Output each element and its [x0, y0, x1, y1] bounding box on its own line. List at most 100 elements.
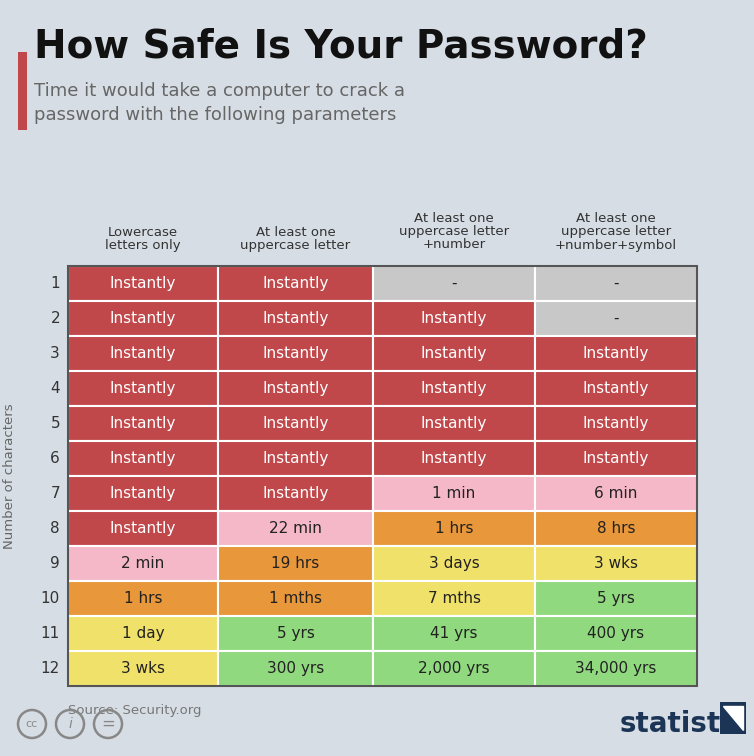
- Bar: [720, 702, 746, 734]
- Text: letters only: letters only: [106, 238, 181, 252]
- Text: Instantly: Instantly: [583, 346, 649, 361]
- Text: 9: 9: [51, 556, 60, 571]
- Bar: [68, 301, 218, 336]
- Text: Instantly: Instantly: [110, 486, 176, 501]
- Text: Instantly: Instantly: [110, 311, 176, 326]
- Text: 1 day: 1 day: [121, 626, 164, 641]
- Bar: [535, 651, 697, 686]
- Bar: [68, 511, 218, 546]
- Bar: [218, 301, 373, 336]
- Bar: [68, 616, 218, 651]
- Text: Source: Security.org: Source: Security.org: [68, 704, 201, 717]
- Text: 1: 1: [51, 276, 60, 291]
- Text: 3: 3: [51, 346, 60, 361]
- Text: =: =: [101, 715, 115, 733]
- Text: At least one: At least one: [256, 225, 336, 238]
- Bar: [218, 546, 373, 581]
- Bar: [68, 441, 218, 476]
- Bar: [373, 406, 535, 441]
- Bar: [373, 511, 535, 546]
- Text: 8 hrs: 8 hrs: [596, 521, 636, 536]
- Bar: [68, 546, 218, 581]
- Text: uppercase letter: uppercase letter: [241, 238, 351, 252]
- Text: 2,000 yrs: 2,000 yrs: [418, 661, 490, 676]
- Text: Instantly: Instantly: [262, 451, 329, 466]
- Text: Instantly: Instantly: [262, 381, 329, 396]
- Bar: [68, 651, 218, 686]
- Bar: [535, 616, 697, 651]
- Text: 4: 4: [51, 381, 60, 396]
- Bar: [535, 371, 697, 406]
- Text: 6: 6: [51, 451, 60, 466]
- Text: 34,000 yrs: 34,000 yrs: [575, 661, 657, 676]
- Bar: [535, 301, 697, 336]
- Text: 2 min: 2 min: [121, 556, 164, 571]
- Text: Instantly: Instantly: [110, 416, 176, 431]
- Text: 5 yrs: 5 yrs: [277, 626, 314, 641]
- Bar: [68, 371, 218, 406]
- Text: 12: 12: [41, 661, 60, 676]
- Text: 1 mths: 1 mths: [269, 591, 322, 606]
- Bar: [68, 406, 218, 441]
- Text: 5 yrs: 5 yrs: [597, 591, 635, 606]
- Text: 8: 8: [51, 521, 60, 536]
- Polygon shape: [723, 706, 743, 730]
- Text: 3 days: 3 days: [428, 556, 480, 571]
- Bar: [68, 476, 218, 511]
- Text: -: -: [613, 311, 619, 326]
- Bar: [218, 441, 373, 476]
- Bar: [535, 476, 697, 511]
- Bar: [373, 476, 535, 511]
- Text: Instantly: Instantly: [110, 346, 176, 361]
- Text: Instantly: Instantly: [262, 346, 329, 361]
- Text: 41 yrs: 41 yrs: [431, 626, 478, 641]
- Bar: [68, 581, 218, 616]
- Bar: [373, 301, 535, 336]
- Text: Instantly: Instantly: [262, 416, 329, 431]
- Text: uppercase letter: uppercase letter: [561, 225, 671, 238]
- Text: 7: 7: [51, 486, 60, 501]
- Text: Instantly: Instantly: [583, 451, 649, 466]
- Text: Time it would take a computer to crack a
password with the following parameters: Time it would take a computer to crack a…: [34, 82, 405, 123]
- Text: 10: 10: [41, 591, 60, 606]
- Text: 3 wks: 3 wks: [121, 661, 165, 676]
- Text: 300 yrs: 300 yrs: [267, 661, 324, 676]
- Bar: [218, 651, 373, 686]
- Text: Instantly: Instantly: [421, 451, 487, 466]
- Bar: [373, 371, 535, 406]
- Text: Instantly: Instantly: [583, 416, 649, 431]
- Bar: [535, 581, 697, 616]
- Text: 1 min: 1 min: [432, 486, 476, 501]
- Text: i: i: [68, 717, 72, 731]
- Bar: [373, 546, 535, 581]
- Text: statista: statista: [620, 710, 740, 738]
- Text: 1 hrs: 1 hrs: [124, 591, 162, 606]
- Text: 6 min: 6 min: [594, 486, 638, 501]
- Text: 19 hrs: 19 hrs: [271, 556, 320, 571]
- Text: Instantly: Instantly: [583, 381, 649, 396]
- Bar: [373, 616, 535, 651]
- Text: +number: +number: [422, 238, 486, 252]
- Bar: [373, 581, 535, 616]
- Text: 3 wks: 3 wks: [594, 556, 638, 571]
- Bar: [218, 336, 373, 371]
- Text: Instantly: Instantly: [110, 381, 176, 396]
- Bar: [218, 371, 373, 406]
- Text: +number+symbol: +number+symbol: [555, 238, 677, 252]
- Text: How Safe Is Your Password?: How Safe Is Your Password?: [34, 28, 648, 66]
- Bar: [18, 52, 27, 130]
- Text: Instantly: Instantly: [262, 276, 329, 291]
- Text: At least one: At least one: [414, 212, 494, 225]
- Text: Lowercase: Lowercase: [108, 225, 178, 238]
- Bar: [535, 511, 697, 546]
- Text: Instantly: Instantly: [421, 346, 487, 361]
- Text: -: -: [451, 276, 457, 291]
- Bar: [218, 406, 373, 441]
- Bar: [68, 336, 218, 371]
- Text: Instantly: Instantly: [421, 311, 487, 326]
- Bar: [535, 266, 697, 301]
- Bar: [535, 546, 697, 581]
- Text: Number of characters: Number of characters: [4, 403, 17, 549]
- Bar: [218, 616, 373, 651]
- Text: Instantly: Instantly: [421, 416, 487, 431]
